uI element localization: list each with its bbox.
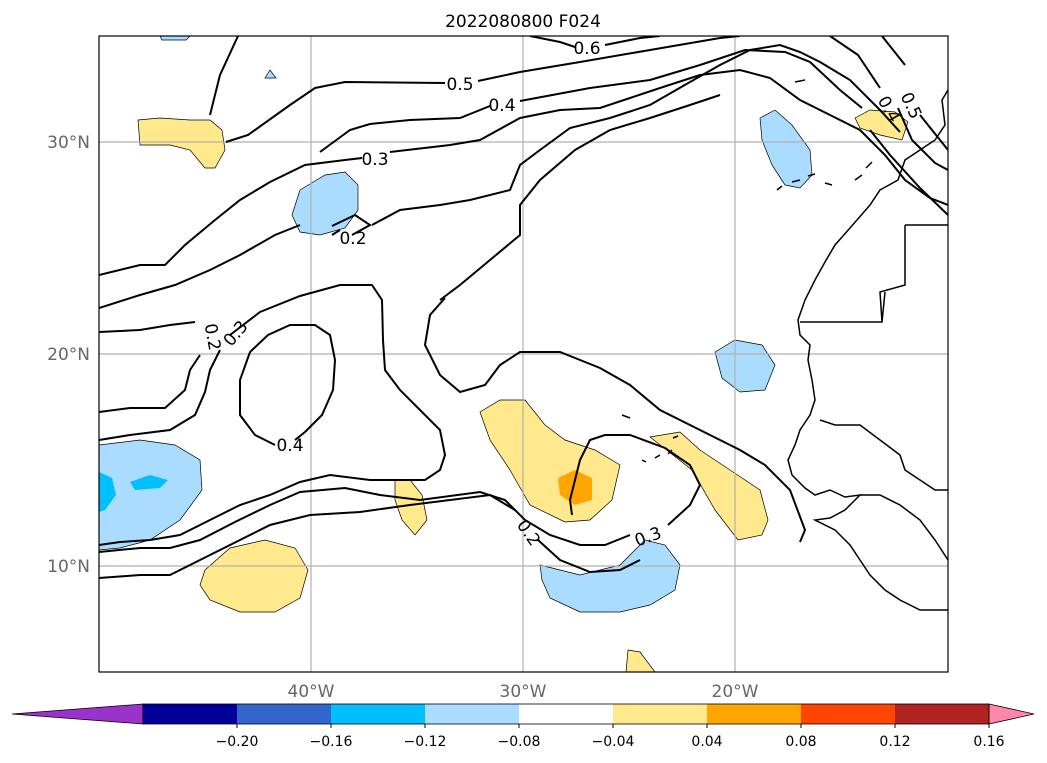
contour-0.4-loop — [239, 324, 337, 446]
contour-0.3-inner — [99, 43, 901, 309]
colorbar-tick-label: −0.20 — [216, 734, 259, 750]
colorbar-segment — [143, 704, 237, 724]
coastlines — [621, 79, 948, 611]
latitude-labels: 30°N 20°N 10°N — [47, 133, 90, 577]
lon-label: 30°W — [500, 682, 547, 702]
yellow-region — [137, 117, 226, 169]
blue-region — [130, 475, 168, 490]
contour-0.3-south — [99, 434, 702, 553]
map-frame — [98, 35, 949, 673]
yellow-region — [394, 479, 428, 536]
longitude-labels: 40°W 30°W 20°W — [288, 682, 759, 702]
colorbar-tick-label: 0.04 — [691, 734, 722, 750]
yellow-region — [199, 539, 309, 613]
contour-0.5-east — [829, 36, 948, 171]
light-blue-region — [291, 171, 359, 236]
lon-label: 20°W — [712, 682, 759, 702]
colorbar-tick-label: −0.12 — [404, 734, 447, 750]
contour-label: 0.2 — [200, 322, 224, 352]
figure-title: 2022080800 F024 — [445, 12, 601, 32]
lat-label: 30°N — [47, 133, 90, 153]
contour-lines — [99, 36, 948, 579]
canary-islands — [776, 79, 873, 191]
contour-0.6 — [529, 36, 661, 48]
contour-0.2-main — [423, 297, 807, 543]
light-blue-region — [759, 109, 813, 189]
colorbar-tick-labels: −0.20 −0.16 −0.12 −0.08 −0.04 0.04 0.08 0.12 0.1… — [216, 724, 1005, 750]
colorbar-segment — [237, 704, 331, 724]
contour-label: 0.3 — [361, 150, 388, 170]
contour-0.4-north — [319, 48, 863, 153]
colorbar-segment — [331, 704, 425, 724]
colorbar-tick-label: 0.12 — [879, 734, 910, 750]
africa-coast — [787, 89, 948, 611]
west-africa-border — [819, 419, 948, 561]
light-blue-region — [264, 69, 277, 79]
light-blue-region — [99, 439, 203, 551]
lat-label: 20°N — [47, 345, 90, 365]
contour-0.4-west — [209, 36, 239, 116]
gridlines — [99, 36, 948, 672]
colorbar-tick-label: −0.08 — [498, 734, 541, 750]
morocco-border — [800, 224, 948, 323]
colorbar-tick-label: 0.08 — [785, 734, 816, 750]
contour-label: 0.6 — [573, 39, 600, 59]
colorbar-segment — [425, 704, 519, 724]
colorbar-tick-label: −0.04 — [592, 734, 635, 750]
colorbar — [11, 703, 1035, 725]
contour-0.6-east — [881, 36, 948, 151]
contour-0.2-central — [439, 94, 721, 301]
light-blue-region — [714, 339, 776, 393]
negative-anomaly-regions — [99, 36, 813, 613]
colorbar-segment — [613, 704, 707, 724]
colorbar-extend-min — [11, 703, 144, 725]
lon-label: 40°W — [288, 682, 335, 702]
blue-region — [99, 472, 116, 512]
light-blue-region — [539, 539, 681, 613]
colorbar-extend-max — [988, 703, 1035, 725]
light-blue-region — [159, 36, 191, 41]
contour-label: 0.5 — [446, 75, 473, 95]
colorbar-segment — [895, 704, 989, 724]
colorbar-segment — [801, 704, 895, 724]
contour-label: 0.2 — [339, 229, 366, 249]
contour-0.3-outer — [99, 68, 948, 276]
lat-label: 10°N — [47, 557, 90, 577]
contour-0.2-small — [331, 213, 372, 236]
contour-label: 0.4 — [488, 96, 515, 116]
contour-0.5-west — [225, 36, 741, 143]
colorbar-frame — [142, 703, 990, 725]
colorbar-segment — [519, 704, 613, 724]
contour-0.2 — [99, 321, 221, 441]
contour-0.4-east — [869, 129, 948, 216]
colorbar-tick-label: −0.16 — [310, 734, 353, 750]
map-plot-area — [99, 36, 948, 672]
contour-0.2-south — [99, 493, 641, 579]
contour-label: 0.4 — [276, 436, 303, 456]
contour-0.3-loop — [99, 284, 447, 546]
orange-region — [558, 470, 592, 505]
cape-verde — [621, 414, 679, 463]
colorbar-tick-label: 0.16 — [973, 734, 1004, 750]
yellow-region — [625, 649, 656, 672]
colorbar-segment — [707, 704, 801, 724]
yellow-region — [854, 109, 909, 141]
